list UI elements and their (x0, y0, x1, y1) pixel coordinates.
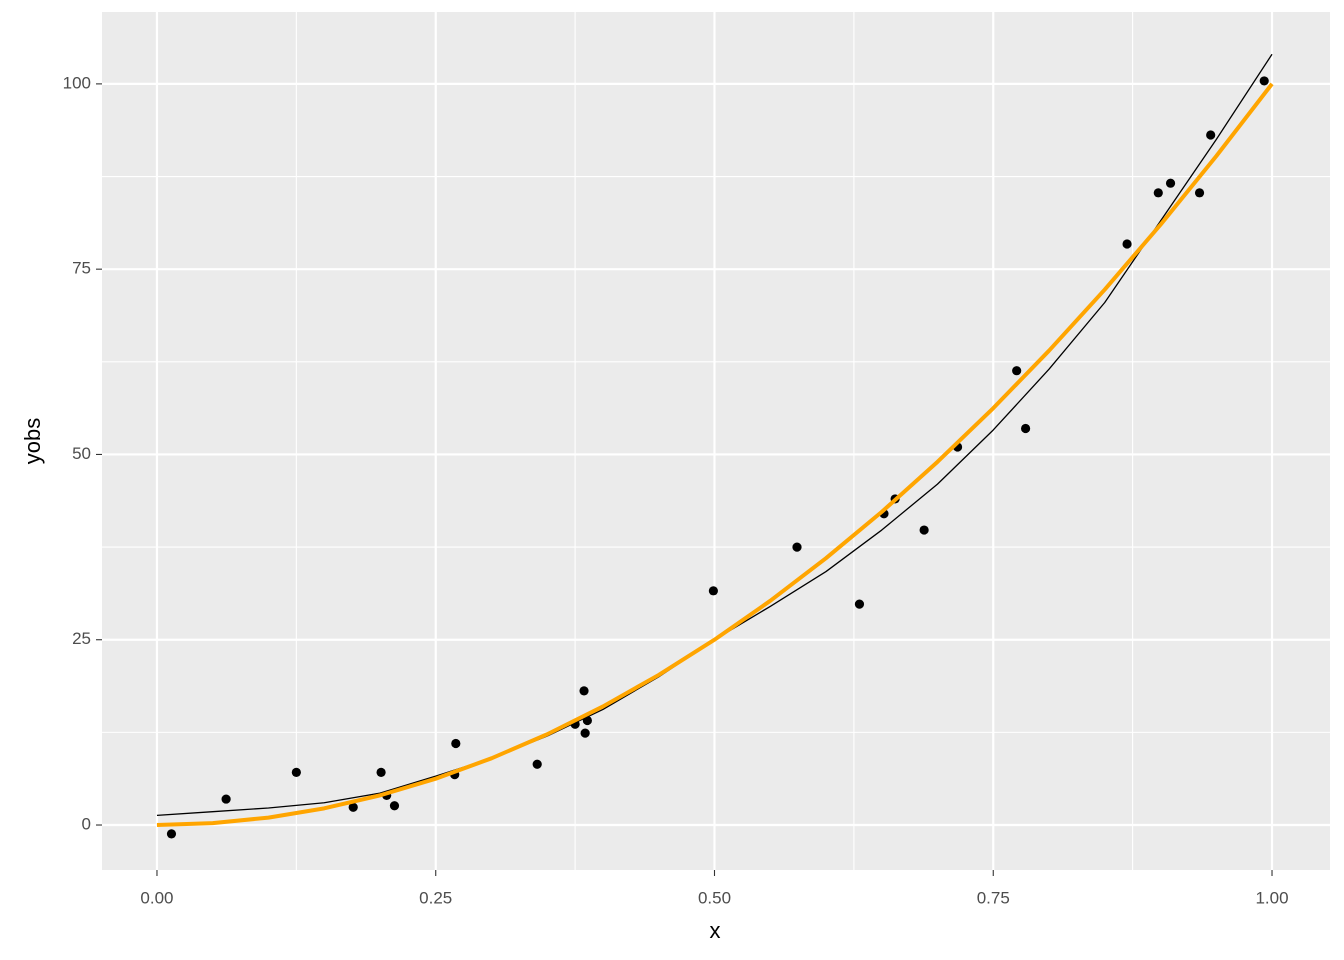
y-tick-label: 50 (72, 444, 91, 463)
point (579, 686, 589, 696)
point (376, 767, 386, 777)
point (854, 599, 865, 609)
point (166, 829, 177, 839)
y-tick-label: 0 (82, 814, 91, 833)
point (919, 525, 929, 535)
panel (102, 12, 1330, 870)
point (1153, 188, 1163, 198)
y-axis-title: yobs (20, 418, 45, 464)
point (792, 542, 802, 552)
point (708, 586, 718, 596)
point (389, 801, 400, 811)
point (221, 794, 231, 804)
x-tick-label: 0.25 (419, 888, 452, 907)
line (156, 82, 1274, 828)
x-tick-label: 0.75 (977, 888, 1010, 907)
point (348, 802, 358, 812)
point (1012, 366, 1022, 376)
point (291, 767, 301, 777)
point (580, 728, 590, 738)
point (532, 759, 542, 769)
point (1020, 423, 1031, 434)
y-tick-label: 25 (72, 629, 91, 648)
point (1259, 76, 1269, 86)
x-tick-label: 1.00 (1255, 888, 1288, 907)
point (1206, 130, 1216, 140)
point (1165, 178, 1176, 188)
x-axis-title: x (710, 918, 721, 943)
x-tick-label: 0.50 (698, 888, 731, 907)
point (1122, 239, 1132, 249)
y-tick-label: 75 (72, 259, 91, 278)
y-tick-label: 100 (63, 73, 91, 92)
point (1194, 188, 1205, 198)
point (451, 738, 461, 749)
x-tick-label: 0.00 (140, 888, 173, 907)
